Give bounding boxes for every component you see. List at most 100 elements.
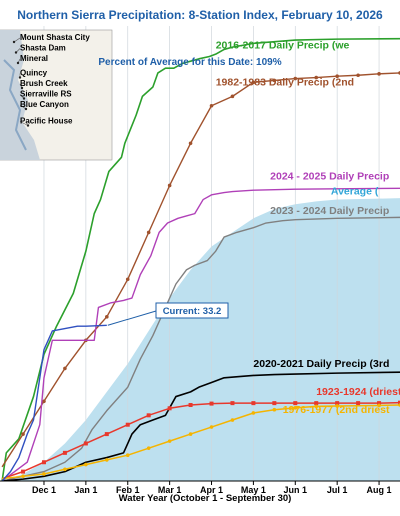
data-point xyxy=(272,401,277,406)
station-marker xyxy=(20,86,24,90)
series-label: 2024 - 2025 Daily Precip xyxy=(270,170,389,182)
series-line xyxy=(1,216,400,481)
series-line xyxy=(1,324,107,481)
series-label: 2016-2017 Daily Precip (we xyxy=(216,40,350,52)
data-point xyxy=(314,75,319,80)
x-tick-label: Apr 1 xyxy=(200,485,223,495)
series-label: Average ( xyxy=(331,185,379,197)
percent-of-average: Percent of Average for this Date: 109% xyxy=(98,57,281,68)
data-point xyxy=(251,80,256,85)
data-point xyxy=(209,103,214,108)
station-marker xyxy=(22,97,26,100)
data-point xyxy=(356,73,360,78)
station-name: Sierraville RS xyxy=(20,90,72,99)
series-labels: 2016-2017 Daily Precip (we 1982-1983 Dail… xyxy=(216,40,400,416)
data-point xyxy=(21,432,25,436)
data-point xyxy=(251,401,256,406)
series-label: 1923-1924 (driest) xyxy=(316,386,400,398)
data-point xyxy=(356,401,361,406)
series-1923-1924-driest xyxy=(1,400,400,480)
data-point xyxy=(42,399,46,404)
plot-area: 2016-2017 Daily Precip (we 1982-1983 Dail… xyxy=(1,26,400,481)
series-label: 2020-2021 Daily Precip (3rd xyxy=(253,358,389,370)
series-current xyxy=(1,324,107,481)
series-2023-2024-daily-precip xyxy=(1,216,400,481)
station-name: Mount Shasta City xyxy=(20,33,90,42)
data-point xyxy=(209,425,214,429)
data-point xyxy=(377,403,381,408)
data-point xyxy=(272,78,277,83)
x-tick-label: Dec 1 xyxy=(32,485,56,495)
data-point xyxy=(42,472,46,476)
data-point xyxy=(105,458,109,462)
callout-leader xyxy=(107,310,157,326)
series-label: 1982-1983 Daily Precip (2nd xyxy=(216,77,354,89)
data-point xyxy=(377,401,382,406)
series-line xyxy=(1,187,400,481)
data-point xyxy=(84,462,88,467)
data-point xyxy=(377,72,381,76)
x-tick-label: May 1 xyxy=(241,485,266,495)
x-tick-label: Jul 1 xyxy=(327,485,348,495)
data-point xyxy=(167,406,172,411)
station-leader xyxy=(19,121,29,126)
station-name: Shasta Dam xyxy=(20,44,66,53)
station-leader xyxy=(13,37,21,43)
data-point xyxy=(188,432,193,436)
data-point xyxy=(63,366,67,371)
data-point xyxy=(293,406,298,410)
data-point xyxy=(83,441,88,446)
station-name: Brush Creek xyxy=(20,79,68,88)
station-marker xyxy=(24,107,28,111)
data-point xyxy=(314,404,319,409)
data-point xyxy=(167,183,172,188)
data-point xyxy=(62,450,67,455)
series-1976-1977-2nd-driest xyxy=(2,403,400,480)
data-point xyxy=(398,400,400,405)
average-area xyxy=(2,198,400,481)
data-point xyxy=(293,76,298,81)
x-tick-label: Jan 1 xyxy=(74,485,97,495)
data-point xyxy=(63,467,67,472)
x-tick-label: Feb 1 xyxy=(116,485,140,495)
station-marker xyxy=(26,124,30,127)
data-point xyxy=(335,74,339,78)
current-value-label: Current: 33.2 xyxy=(163,306,222,317)
map-river xyxy=(3,59,27,151)
x-tick-label: Mar 1 xyxy=(158,485,182,495)
x-axis-label: Water Year (October 1 - September 30) xyxy=(119,493,292,504)
data-point xyxy=(272,407,277,412)
data-point xyxy=(188,141,193,146)
station-name: Mineral xyxy=(20,54,48,63)
x-tick-label: Jun 1 xyxy=(284,485,308,495)
data-point xyxy=(167,439,172,443)
data-point xyxy=(230,401,235,406)
data-point xyxy=(21,469,26,474)
station-leader xyxy=(19,104,27,110)
data-point xyxy=(230,418,235,422)
data-point xyxy=(293,401,298,406)
current-callout: Current: 33.2 xyxy=(107,302,229,326)
data-point xyxy=(209,401,214,406)
data-point xyxy=(41,460,46,465)
station-marker xyxy=(12,40,16,44)
station-name: Quincy xyxy=(20,69,48,78)
chart-title: Northern Sierra Precipitation: 8-Station… xyxy=(17,8,383,22)
station-name: Pacific House xyxy=(20,117,73,126)
x-tick-label: Aug 1 xyxy=(367,485,392,495)
callout-box xyxy=(155,302,229,319)
data-point xyxy=(125,277,130,282)
data-point xyxy=(188,403,193,408)
data-point xyxy=(146,446,151,450)
data-point xyxy=(21,474,25,479)
data-point xyxy=(335,404,339,408)
series-lines xyxy=(1,37,400,481)
series-1982-1983-daily-precip-2nd xyxy=(1,71,400,468)
data-point xyxy=(335,401,340,406)
station-marker xyxy=(18,76,22,79)
data-point xyxy=(105,315,109,319)
series-line xyxy=(1,401,400,480)
